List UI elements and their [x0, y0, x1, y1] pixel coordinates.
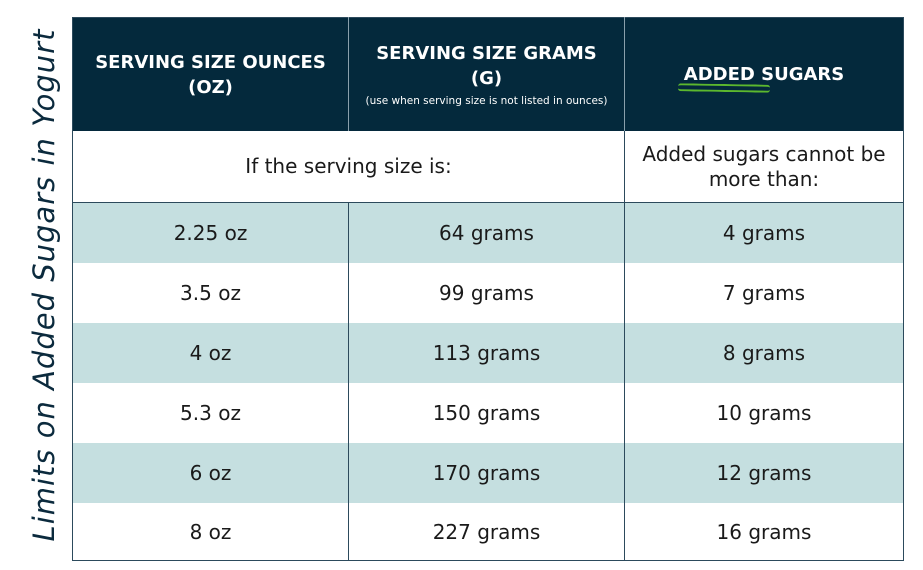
- cell-sugars: 12 grams: [624, 443, 904, 503]
- table-row: 3.5 oz 99 grams 7 grams: [72, 263, 904, 323]
- cell-grams: 150 grams: [348, 383, 625, 443]
- cell-oz: 4 oz: [72, 323, 349, 383]
- table-row: 4 oz 113 grams 8 grams: [72, 323, 904, 383]
- header-sugars-word: SUGARS: [761, 64, 845, 85]
- subheader-serving: If the serving size is:: [72, 131, 625, 203]
- cell-oz: 3.5 oz: [72, 263, 349, 323]
- table-row: 5.3 oz 150 grams 10 grams: [72, 383, 904, 443]
- cell-grams: 99 grams: [348, 263, 625, 323]
- cell-oz: 6 oz: [72, 443, 349, 503]
- table-row: 8 oz 227 grams 16 grams: [72, 503, 904, 561]
- subheader-limit: Added sugars cannot be more than:: [624, 131, 904, 203]
- header-added-sugars: ADDED SUGARS: [624, 17, 904, 131]
- cell-grams: 113 grams: [348, 323, 625, 383]
- subheader-row: If the serving size is: Added sugars can…: [72, 131, 904, 203]
- cell-grams: 64 grams: [348, 202, 625, 263]
- sugar-limits-table: SERVING SIZE OUNCES (OZ) SERVING SIZE GR…: [72, 17, 904, 561]
- cell-oz: 8 oz: [72, 503, 349, 561]
- header-grams-label: SERVING SIZE GRAMS (G): [376, 43, 597, 89]
- cell-sugars: 7 grams: [624, 263, 904, 323]
- header-ounces: SERVING SIZE OUNCES (OZ): [72, 17, 349, 131]
- table-row: 6 oz 170 grams 12 grams: [72, 443, 904, 503]
- vertical-title: Limits on Added Sugars in Yogurt: [27, 28, 61, 542]
- table-row: 2.25 oz 64 grams 4 grams: [72, 202, 904, 263]
- cell-grams: 170 grams: [348, 443, 625, 503]
- cell-sugars: 10 grams: [624, 383, 904, 443]
- cell-grams: 227 grams: [348, 503, 625, 561]
- cell-sugars: 4 grams: [624, 202, 904, 263]
- header-added-underlined: ADDED: [683, 64, 755, 85]
- cell-oz: 5.3 oz: [72, 383, 349, 443]
- header-ounces-label: SERVING SIZE OUNCES (OZ): [95, 51, 326, 98]
- header-grams-note: (use when serving size is not listed in …: [365, 95, 608, 107]
- cell-sugars: 8 grams: [624, 323, 904, 383]
- header-grams: SERVING SIZE GRAMS (G) (use when serving …: [348, 17, 625, 131]
- header-row: SERVING SIZE OUNCES (OZ) SERVING SIZE GR…: [72, 17, 904, 131]
- cell-sugars: 16 grams: [624, 503, 904, 561]
- cell-oz: 2.25 oz: [72, 202, 349, 263]
